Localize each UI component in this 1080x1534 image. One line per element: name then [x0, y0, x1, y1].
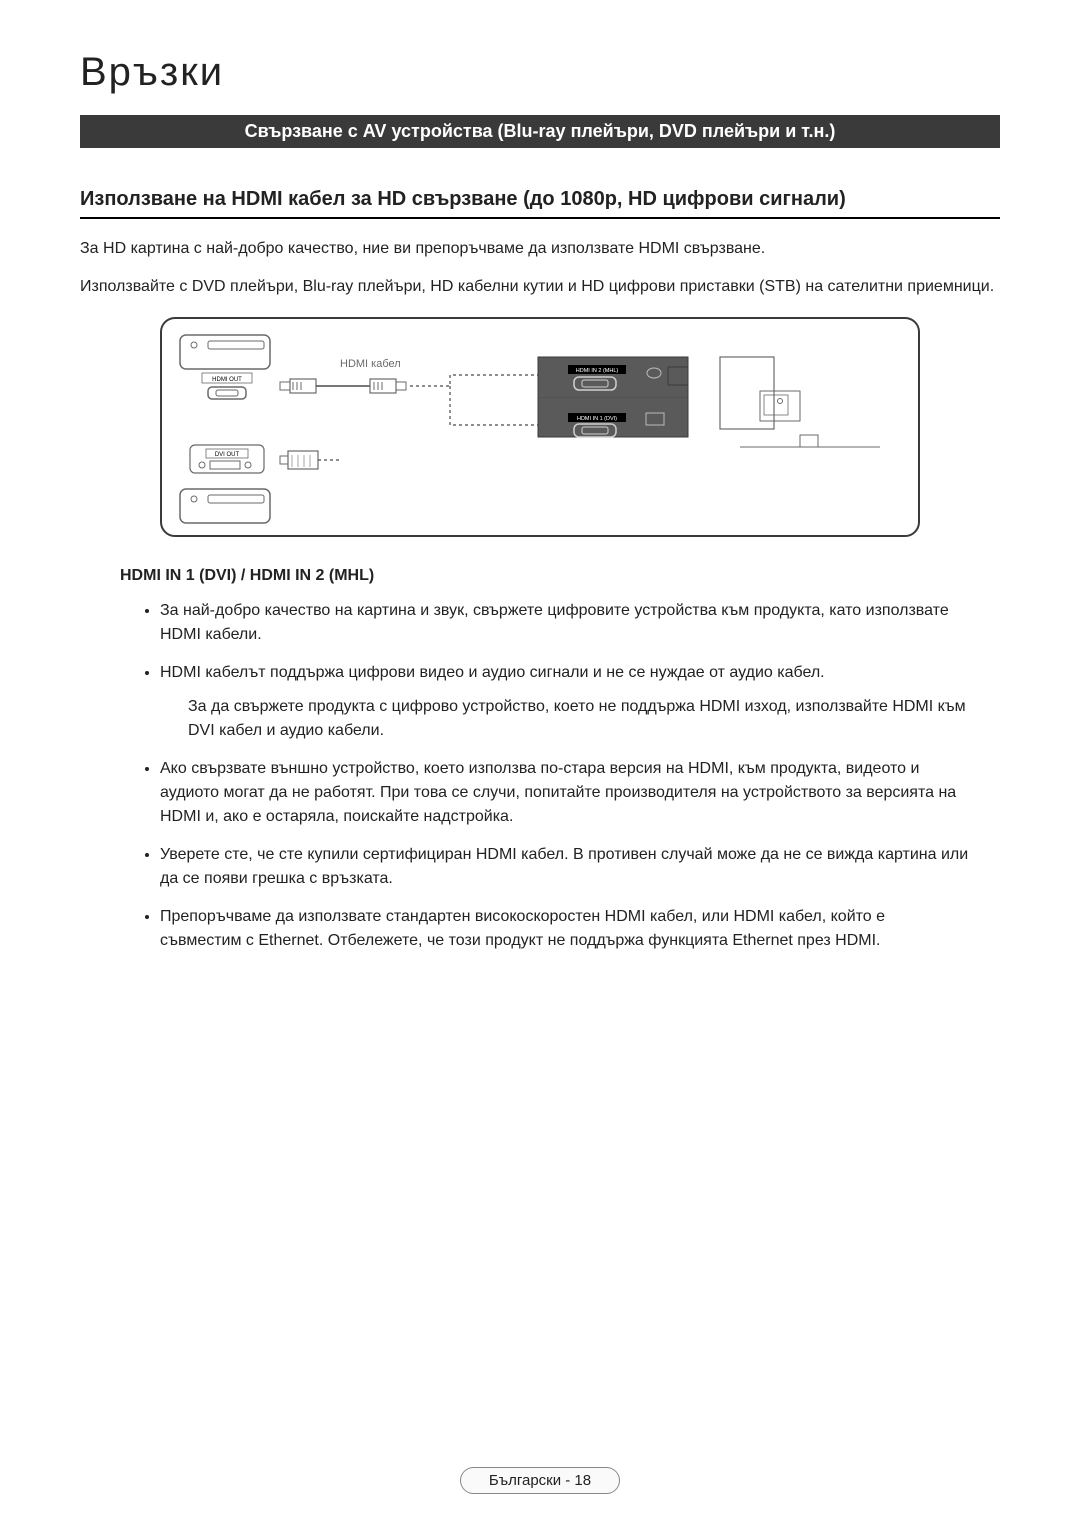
manual-page: Връзки Свързване с AV устройства (Blu-ra…	[0, 0, 1080, 1534]
connection-diagram: HDMI OUT HDMI кабел HDMI IN 2 (MHL) HDMI IN…	[160, 317, 920, 537]
list-item: Ако свързвате външно устройство, което и…	[160, 757, 990, 829]
page-number-pill: Български - 18	[460, 1467, 620, 1494]
nested-note: За да свържете продукта с цифрово устрой…	[188, 695, 970, 743]
diagram-svg: HDMI OUT HDMI кабел HDMI IN 2 (MHL) HDMI IN…	[160, 317, 920, 537]
bullet-text: Ако свързвате външно устройство, което и…	[160, 760, 956, 825]
section-label: Връзки	[80, 50, 1000, 95]
list-item: HDMI кабелът поддържа цифрови видео и ау…	[160, 661, 990, 743]
sub-heading: Използване на HDMI кабел за HD свързване…	[80, 188, 1000, 219]
list-item: За най-добро качество на картина и звук,…	[160, 599, 990, 647]
bullet-text: Препоръчваме да използвате стандартен ви…	[160, 908, 885, 949]
svg-text:HDMI IN 2 (MHL): HDMI IN 2 (MHL)	[576, 368, 619, 374]
topic-bar: Свързване с AV устройства (Blu-ray плейъ…	[80, 115, 1000, 148]
svg-text:DVI OUT: DVI OUT	[215, 452, 240, 458]
svg-text:HDMI IN 1 (DVI): HDMI IN 1 (DVI)	[577, 416, 617, 422]
svg-text:HDMI кабел: HDMI кабел	[340, 358, 401, 370]
list-item: Препоръчваме да използвате стандартен ви…	[160, 905, 990, 953]
bullet-list: За най-добро качество на картина и звук,…	[160, 599, 990, 953]
bullet-text: HDMI кабелът поддържа цифрови видео и ау…	[160, 664, 825, 681]
list-item: Уверете сте, че сте купили сертифициран …	[160, 843, 990, 891]
ports-heading: HDMI IN 1 (DVI) / HDMI IN 2 (MHL)	[120, 567, 1000, 585]
intro-paragraph-1: За HD картина с най-добро качество, ние …	[80, 237, 1000, 261]
bullet-text: Уверете сте, че сте купили сертифициран …	[160, 846, 968, 887]
page-footer: Български - 18	[0, 1467, 1080, 1494]
bullet-text: За най-добро качество на картина и звук,…	[160, 602, 949, 643]
intro-paragraph-2: Използвайте с DVD плейъри, Blu-ray плейъ…	[80, 275, 1000, 299]
svg-text:HDMI OUT: HDMI OUT	[212, 377, 242, 383]
